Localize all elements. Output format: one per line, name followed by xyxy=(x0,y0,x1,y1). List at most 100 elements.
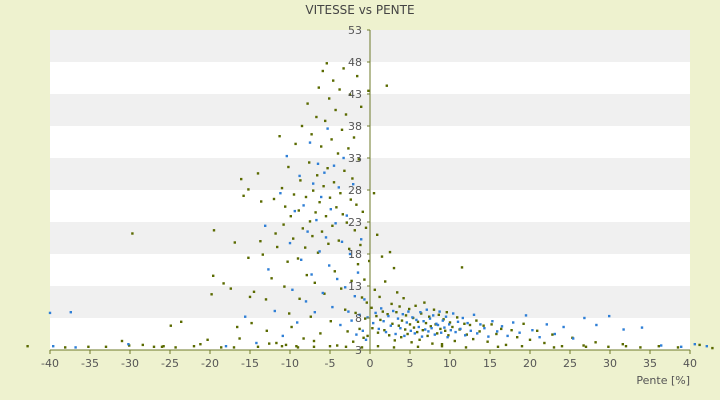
data-point xyxy=(267,268,270,271)
data-point xyxy=(436,323,440,327)
data-point xyxy=(360,238,363,241)
data-point xyxy=(431,342,434,345)
data-point xyxy=(443,326,446,329)
data-point xyxy=(444,329,447,332)
data-point xyxy=(512,321,515,324)
data-point xyxy=(657,345,660,348)
data-point xyxy=(363,298,366,301)
data-point xyxy=(323,171,326,174)
data-point xyxy=(294,142,297,146)
data-point xyxy=(328,264,331,267)
data-point xyxy=(491,320,494,323)
data-point xyxy=(296,321,299,324)
data-point xyxy=(299,179,302,182)
data-point xyxy=(506,334,509,338)
data-point xyxy=(456,320,460,323)
data-point xyxy=(350,279,353,283)
data-point xyxy=(410,341,413,344)
data-point xyxy=(324,119,327,123)
data-point xyxy=(310,273,313,276)
data-point xyxy=(302,204,305,207)
data-point xyxy=(330,138,333,141)
data-point xyxy=(321,291,324,295)
data-point xyxy=(52,345,55,348)
data-point xyxy=(472,313,476,316)
y-tick-label: 23 xyxy=(348,216,362,229)
data-point xyxy=(524,314,528,317)
data-point xyxy=(440,343,444,346)
data-point xyxy=(383,329,386,332)
data-point xyxy=(286,260,289,263)
data-point xyxy=(288,241,292,245)
data-point xyxy=(252,290,256,293)
data-point xyxy=(454,330,457,334)
data-point xyxy=(127,343,130,346)
data-point xyxy=(516,336,519,339)
data-point xyxy=(496,345,500,348)
data-point xyxy=(403,334,406,338)
data-point xyxy=(306,102,309,105)
data-point xyxy=(312,182,315,185)
data-point xyxy=(233,241,236,244)
data-point xyxy=(414,304,417,307)
data-point xyxy=(255,341,258,345)
data-point xyxy=(418,338,421,341)
data-point xyxy=(264,298,268,301)
data-point xyxy=(360,105,363,108)
data-point xyxy=(364,317,367,320)
data-point xyxy=(407,310,410,313)
y-tick-label: 33 xyxy=(348,152,362,165)
data-point xyxy=(429,325,432,328)
data-point xyxy=(302,337,305,340)
data-point xyxy=(352,340,355,343)
y-tick-label: 38 xyxy=(348,120,362,133)
data-point xyxy=(281,334,284,338)
data-point xyxy=(520,345,524,348)
data-point xyxy=(264,224,267,227)
data-point xyxy=(387,314,390,318)
data-point xyxy=(328,345,332,348)
data-point xyxy=(328,97,331,100)
data-point xyxy=(360,296,364,299)
data-point xyxy=(74,346,77,349)
data-point xyxy=(522,322,525,325)
data-point xyxy=(180,320,183,323)
data-point xyxy=(398,305,401,308)
data-point xyxy=(306,230,309,233)
data-point xyxy=(551,333,554,336)
data-point xyxy=(344,308,347,311)
data-point xyxy=(120,339,124,343)
data-point xyxy=(413,332,416,335)
data-point xyxy=(275,341,278,345)
data-point xyxy=(607,345,610,348)
data-point xyxy=(380,307,383,310)
axes xyxy=(49,29,691,354)
data-point xyxy=(272,197,276,201)
data-point xyxy=(310,133,313,136)
data-point xyxy=(500,325,504,328)
data-point xyxy=(377,327,380,331)
data-point xyxy=(320,145,323,148)
y-tick-label: 18 xyxy=(348,248,362,261)
data-point xyxy=(367,89,370,92)
data-point xyxy=(325,62,328,65)
data-point xyxy=(334,108,337,112)
data-point xyxy=(441,319,444,322)
data-point xyxy=(338,88,341,91)
data-point xyxy=(364,338,368,341)
data-point xyxy=(312,339,316,343)
data-point xyxy=(131,232,134,235)
data-point xyxy=(366,334,369,338)
data-point xyxy=(322,185,325,188)
data-point xyxy=(339,192,342,195)
data-point xyxy=(342,67,345,70)
data-point xyxy=(451,325,454,329)
data-point xyxy=(354,311,357,315)
data-point xyxy=(319,332,322,335)
data-point xyxy=(404,314,408,317)
data-point xyxy=(260,200,263,203)
data-point xyxy=(324,236,328,239)
data-point xyxy=(382,320,385,323)
data-point xyxy=(366,316,369,319)
